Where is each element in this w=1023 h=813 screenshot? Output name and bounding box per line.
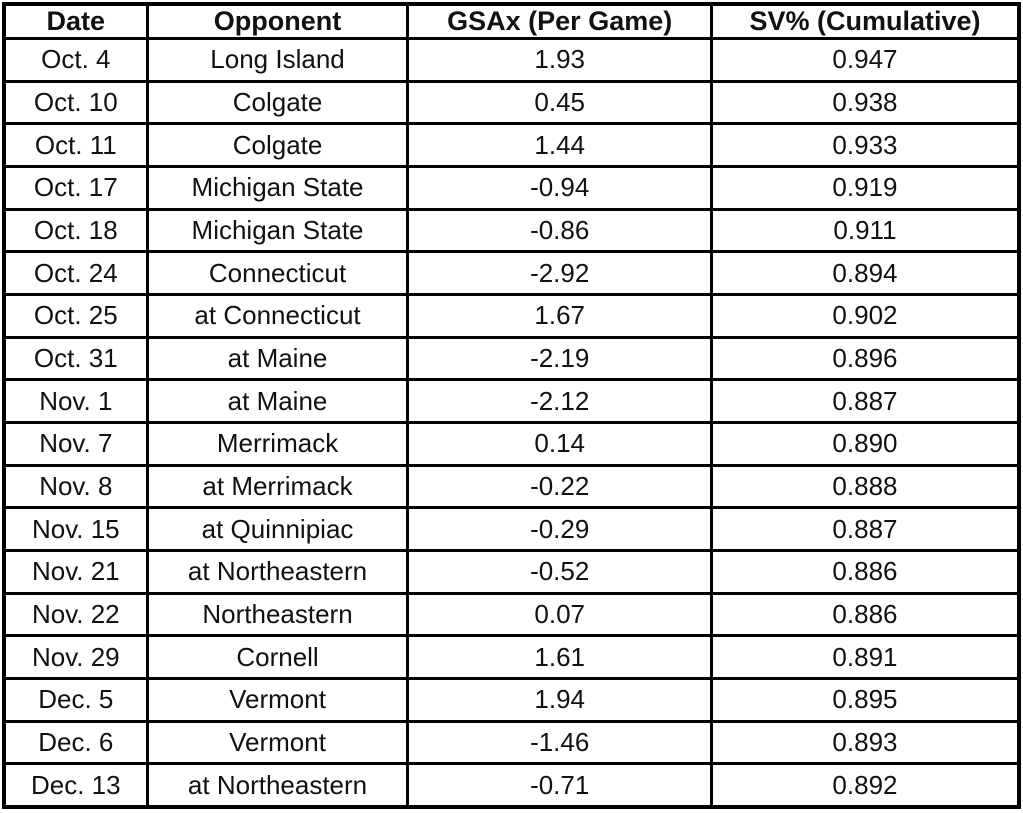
table-cell: Oct. 25 xyxy=(2,292,149,339)
table-row: Oct. 31 at Maine -2.19 0.896 xyxy=(2,335,1021,382)
table-row: Oct. 25 at Connecticut 1.67 0.902 xyxy=(2,292,1021,339)
column-header-date: Date xyxy=(2,2,149,40)
table-cell: 1.44 xyxy=(406,122,713,168)
table-row: Oct. 24 Connecticut -2.92 0.894 xyxy=(2,250,1021,296)
table-cell: -2.19 xyxy=(406,335,713,382)
table-cell: Oct. 10 xyxy=(2,79,149,126)
table-cell: 0.893 xyxy=(709,719,1021,766)
table-cell: -0.22 xyxy=(406,463,713,510)
table-cell: -2.92 xyxy=(406,250,713,296)
table-cell: Merrimack xyxy=(145,420,410,467)
table-cell: 0.911 xyxy=(709,207,1021,254)
table-cell: 1.67 xyxy=(406,292,713,339)
table-cell: 0.888 xyxy=(709,463,1021,510)
table-cell: 0.886 xyxy=(709,591,1021,638)
table-row: Dec. 13 at Northeastern -0.71 0.892 xyxy=(2,762,1021,809)
table-cell: Oct. 4 xyxy=(2,37,149,83)
table-cell: Colgate xyxy=(145,79,410,126)
table-cell: 0.938 xyxy=(709,79,1021,126)
table-cell: Northeastern xyxy=(145,591,410,638)
table-cell: 0.887 xyxy=(709,506,1021,552)
table-row: Nov. 29 Cornell 1.61 0.891 xyxy=(2,634,1021,680)
table-cell: Connecticut xyxy=(145,250,410,296)
table-cell: 0.933 xyxy=(709,122,1021,168)
table-cell: at Quinnipiac xyxy=(145,506,410,552)
table-cell: 0.887 xyxy=(709,378,1021,424)
table-cell: Nov. 22 xyxy=(2,591,149,638)
header-row: Date Opponent GSAx (Per Game) SV% (Cumul… xyxy=(2,2,1021,40)
table-body: Oct. 4 Long Island 1.93 0.947 Oct. 10 Colgate… xyxy=(2,37,1021,809)
table-cell: at Northeastern xyxy=(145,762,410,809)
table-cell: Colgate xyxy=(145,122,410,168)
table-cell: -0.94 xyxy=(406,164,713,211)
table-cell: 0.07 xyxy=(406,591,713,638)
table-cell: Dec. 5 xyxy=(2,676,149,723)
table-cell: at Northeastern xyxy=(145,548,410,595)
table-cell: Nov. 8 xyxy=(2,463,149,510)
table-cell: at Merrimack xyxy=(145,463,410,510)
table-cell: -0.52 xyxy=(406,548,713,595)
table-cell: -0.86 xyxy=(406,207,713,254)
table-cell: -0.71 xyxy=(406,762,713,809)
table-cell: Nov. 15 xyxy=(2,506,149,552)
table-cell: Vermont xyxy=(145,676,410,723)
table-cell: 0.890 xyxy=(709,420,1021,467)
table-cell: Nov. 7 xyxy=(2,420,149,467)
table-cell: Michigan State xyxy=(145,207,410,254)
table-cell: Cornell xyxy=(145,634,410,680)
table-row: Oct. 10 Colgate 0.45 0.938 xyxy=(2,79,1021,126)
table-row: Nov. 15 at Quinnipiac -0.29 0.887 xyxy=(2,506,1021,552)
table-cell: 0.919 xyxy=(709,164,1021,211)
table-cell: 1.61 xyxy=(406,634,713,680)
table-cell: Michigan State xyxy=(145,164,410,211)
table-row: Oct. 11 Colgate 1.44 0.933 xyxy=(2,122,1021,168)
table-cell: 0.886 xyxy=(709,548,1021,595)
table-row: Nov. 22 Northeastern 0.07 0.886 xyxy=(2,591,1021,638)
table-row: Nov. 1 at Maine -2.12 0.887 xyxy=(2,378,1021,424)
table-cell: 0.45 xyxy=(406,79,713,126)
table-cell: at Maine xyxy=(145,378,410,424)
table-cell: 1.94 xyxy=(406,676,713,723)
table-cell: 0.902 xyxy=(709,292,1021,339)
table-row: Oct. 18 Michigan State -0.86 0.911 xyxy=(2,207,1021,254)
table-cell: 0.947 xyxy=(709,37,1021,83)
table-cell: Dec. 13 xyxy=(2,762,149,809)
table-cell: Vermont xyxy=(145,719,410,766)
column-header-sv: SV% (Cumulative) xyxy=(709,2,1021,40)
table-cell: Oct. 17 xyxy=(2,164,149,211)
table-cell: Nov. 1 xyxy=(2,378,149,424)
table-row: Oct. 4 Long Island 1.93 0.947 xyxy=(2,37,1021,83)
table-cell: 1.93 xyxy=(406,37,713,83)
table-row: Nov. 8 at Merrimack -0.22 0.888 xyxy=(2,463,1021,510)
table-cell: -2.12 xyxy=(406,378,713,424)
table-cell: 0.894 xyxy=(709,250,1021,296)
table-cell: 0.895 xyxy=(709,676,1021,723)
table-cell: Nov. 29 xyxy=(2,634,149,680)
table-cell: Dec. 6 xyxy=(2,719,149,766)
table-cell: Long Island xyxy=(145,37,410,83)
table-cell: 0.891 xyxy=(709,634,1021,680)
table-row: Nov. 21 at Northeastern -0.52 0.886 xyxy=(2,548,1021,595)
table-row: Nov. 7 Merrimack 0.14 0.890 xyxy=(2,420,1021,467)
table-row: Dec. 6 Vermont -1.46 0.893 xyxy=(2,719,1021,766)
table-cell: 0.896 xyxy=(709,335,1021,382)
column-header-opponent: Opponent xyxy=(145,2,410,40)
table-cell: Oct. 24 xyxy=(2,250,149,296)
column-header-gsax: GSAx (Per Game) xyxy=(406,2,713,40)
table-cell: 0.892 xyxy=(709,762,1021,809)
table-cell: Oct. 31 xyxy=(2,335,149,382)
table-cell: -1.46 xyxy=(406,719,713,766)
table-cell: Oct. 18 xyxy=(2,207,149,254)
table-row: Oct. 17 Michigan State -0.94 0.919 xyxy=(2,164,1021,211)
table-cell: Oct. 11 xyxy=(2,122,149,168)
table-cell: at Connecticut xyxy=(145,292,410,339)
table-cell: -0.29 xyxy=(406,506,713,552)
table-cell: 0.14 xyxy=(406,420,713,467)
table-cell: Nov. 21 xyxy=(2,548,149,595)
table-row: Dec. 5 Vermont 1.94 0.895 xyxy=(2,676,1021,723)
table-cell: at Maine xyxy=(145,335,410,382)
